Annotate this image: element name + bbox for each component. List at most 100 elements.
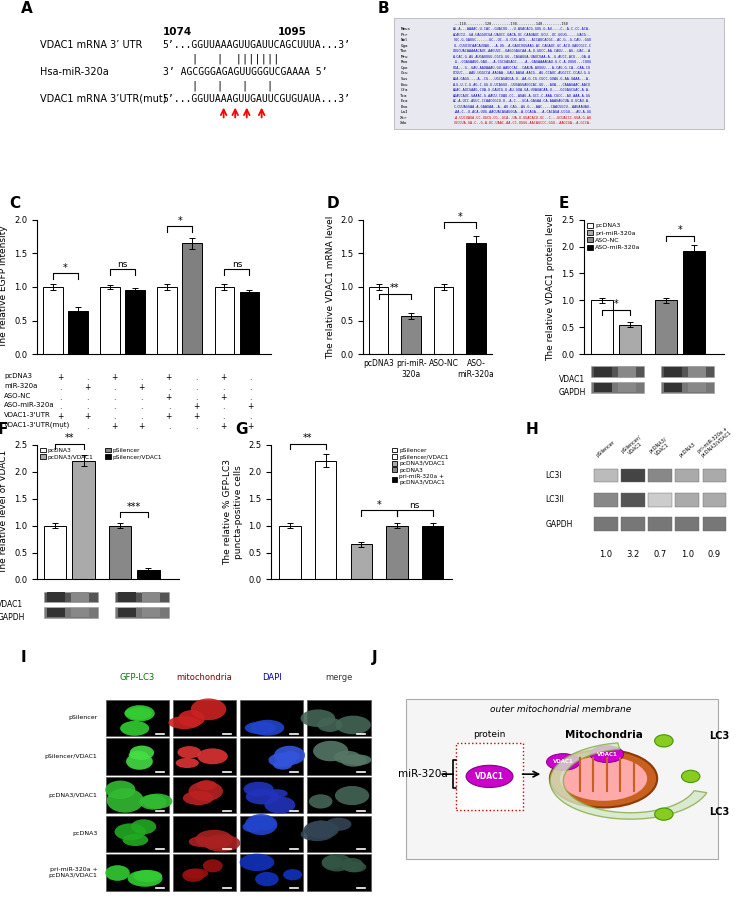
Bar bbox=[126, 290, 145, 354]
Text: pSilencer/
VDAC1: pSilencer/ VDAC1 bbox=[620, 434, 646, 458]
Bar bbox=[648, 469, 672, 482]
Text: U--CUUCUCAACAUUAU---A-UG--A-GAUCUGUAAG-AC-CAGAUC-GC-ACU-UAUCGCC-C: U--CUUCUCAACAUUAU---A-UG--A-GAUCUGUAAG-A… bbox=[453, 44, 591, 47]
Ellipse shape bbox=[177, 746, 201, 758]
Text: +: + bbox=[247, 402, 253, 411]
Bar bbox=[106, 777, 169, 814]
Bar bbox=[44, 526, 67, 580]
Text: C-CUUAGGAA-A-GAAUAA--A--AU-CAG--AG-G---AAC----CAACUGCU--AAUAAUAU-: C-CUUAGGAA-A-GAAUAA--A--AU-CAG--AG-G---A… bbox=[453, 105, 591, 109]
Ellipse shape bbox=[251, 720, 285, 735]
Text: Eca: Eca bbox=[401, 99, 408, 103]
Ellipse shape bbox=[105, 781, 135, 799]
Bar bbox=[594, 469, 618, 482]
Ellipse shape bbox=[245, 722, 276, 734]
Ellipse shape bbox=[197, 780, 217, 790]
Text: .: . bbox=[86, 402, 89, 411]
Bar bbox=[648, 518, 672, 531]
Ellipse shape bbox=[124, 709, 143, 718]
Text: +: + bbox=[247, 421, 253, 430]
Bar bbox=[661, 382, 715, 393]
Ellipse shape bbox=[274, 746, 305, 765]
Bar bbox=[118, 608, 136, 617]
Bar bbox=[350, 544, 372, 580]
Text: ns: ns bbox=[232, 260, 242, 269]
Bar bbox=[239, 738, 304, 774]
Text: .: . bbox=[86, 373, 89, 382]
Bar bbox=[106, 815, 169, 852]
Ellipse shape bbox=[203, 834, 240, 852]
Bar bbox=[142, 592, 160, 602]
Text: .: . bbox=[249, 392, 251, 401]
Bar bbox=[279, 526, 301, 580]
Text: **: ** bbox=[390, 283, 400, 293]
Ellipse shape bbox=[268, 753, 296, 767]
Bar bbox=[648, 493, 672, 507]
Text: B: B bbox=[378, 1, 389, 16]
Ellipse shape bbox=[655, 734, 673, 747]
Y-axis label: The relative VDAC1 mRNA level: The relative VDAC1 mRNA level bbox=[326, 216, 335, 359]
Text: .: . bbox=[113, 392, 116, 401]
Text: .: . bbox=[140, 373, 143, 382]
Ellipse shape bbox=[178, 710, 205, 727]
Text: miR-320a: miR-320a bbox=[398, 769, 447, 779]
Bar bbox=[661, 367, 715, 378]
Text: *: * bbox=[63, 263, 68, 273]
Polygon shape bbox=[550, 743, 707, 819]
Bar bbox=[369, 287, 389, 354]
Bar bbox=[106, 700, 169, 736]
Text: ns: ns bbox=[118, 260, 128, 269]
Ellipse shape bbox=[466, 765, 513, 787]
Ellipse shape bbox=[335, 786, 370, 805]
Bar bbox=[44, 592, 98, 602]
Ellipse shape bbox=[168, 716, 200, 729]
Text: +: + bbox=[138, 383, 145, 392]
Bar bbox=[664, 382, 682, 392]
Text: +: + bbox=[57, 412, 64, 421]
Y-axis label: The relative VDAC1 protein level: The relative VDAC1 protein level bbox=[546, 213, 556, 361]
Text: Sus: Sus bbox=[401, 77, 408, 81]
Bar bbox=[173, 854, 236, 891]
Text: CUCGUA-GA-C--G-A-UC-UAAC-AA-CC-UGGG-AACAGCCC-GGU--AAGCGA--A-GCCA-: CUCGUA-GA-C--G-A-UC-UAAC-AA-CC-UGGG-AACA… bbox=[453, 121, 591, 126]
Text: Tbe: Tbe bbox=[401, 49, 408, 54]
Text: Dno: Dno bbox=[401, 105, 408, 109]
Text: Nml: Nml bbox=[401, 38, 408, 42]
Text: GUA---G--GAU-AAUAAAU-GU-AAUCCAC--CAAUA-AUUGU---A-CAG-G-CA--CAA-CU: GUA---G--GAU-AAUAAAU-GU-AAUCCAC--CAAUA-A… bbox=[453, 66, 591, 70]
Ellipse shape bbox=[133, 870, 162, 882]
Ellipse shape bbox=[245, 814, 277, 835]
Bar bbox=[703, 518, 726, 531]
Text: VDAC1-3'UTR: VDAC1-3'UTR bbox=[4, 412, 51, 418]
Text: pcDNA3/
VDAC1: pcDNA3/ VDAC1 bbox=[649, 436, 672, 458]
Ellipse shape bbox=[345, 754, 371, 765]
Text: .: . bbox=[140, 412, 143, 421]
Bar bbox=[664, 367, 682, 377]
Text: Cfa: Cfa bbox=[401, 88, 408, 92]
Legend: pcDNA3, pri-miR-320a, ASO-NC, ASO-miR-320a: pcDNA3, pri-miR-320a, ASO-NC, ASO-miR-32… bbox=[587, 223, 641, 250]
Ellipse shape bbox=[195, 830, 233, 849]
Text: .: . bbox=[249, 373, 251, 382]
Ellipse shape bbox=[176, 758, 199, 768]
Text: .: . bbox=[222, 412, 225, 421]
Text: ***: *** bbox=[127, 501, 141, 511]
Bar bbox=[239, 854, 304, 891]
Text: .: . bbox=[168, 402, 170, 411]
Text: 1074: 1074 bbox=[163, 27, 191, 37]
Ellipse shape bbox=[106, 788, 144, 813]
Ellipse shape bbox=[283, 869, 302, 880]
Text: +: + bbox=[166, 412, 172, 421]
Bar bbox=[307, 777, 370, 814]
Text: *: * bbox=[177, 216, 182, 226]
Text: .: . bbox=[195, 392, 197, 401]
Bar bbox=[675, 493, 699, 507]
Ellipse shape bbox=[333, 751, 361, 763]
Text: AC-A-UCC-AUUC-CCAACGGCU-U--A-C---GCA-GAGAA-CA-AAAUAGCUA-U-UCAU-A-: AC-A-UCC-AUUC-CCAACGGCU-U--A-C---GCA-GAG… bbox=[453, 99, 591, 103]
Bar bbox=[47, 608, 65, 617]
Text: pSilencer/VDAC1: pSilencer/VDAC1 bbox=[44, 754, 98, 759]
Bar bbox=[621, 493, 645, 507]
Bar bbox=[618, 382, 636, 392]
Ellipse shape bbox=[126, 753, 153, 770]
Ellipse shape bbox=[681, 770, 700, 783]
Text: .: . bbox=[140, 392, 143, 401]
Legend: pSilencer, pSilencer/VDAC1, pcDNA3/VDAC1, pcDNA3, pri-miR-320a +
pcDNA3/VDAC1: pSilencer, pSilencer/VDAC1, pcDNA3/VDAC1… bbox=[392, 448, 449, 485]
Legend: pcDNA3, pcDNA3/VDAC1, pSilencer, pSilencer/VDAC1: pcDNA3, pcDNA3/VDAC1, pSilencer, pSilenc… bbox=[40, 448, 162, 460]
Text: miR-320a: miR-320a bbox=[4, 383, 38, 389]
Bar bbox=[422, 526, 443, 580]
